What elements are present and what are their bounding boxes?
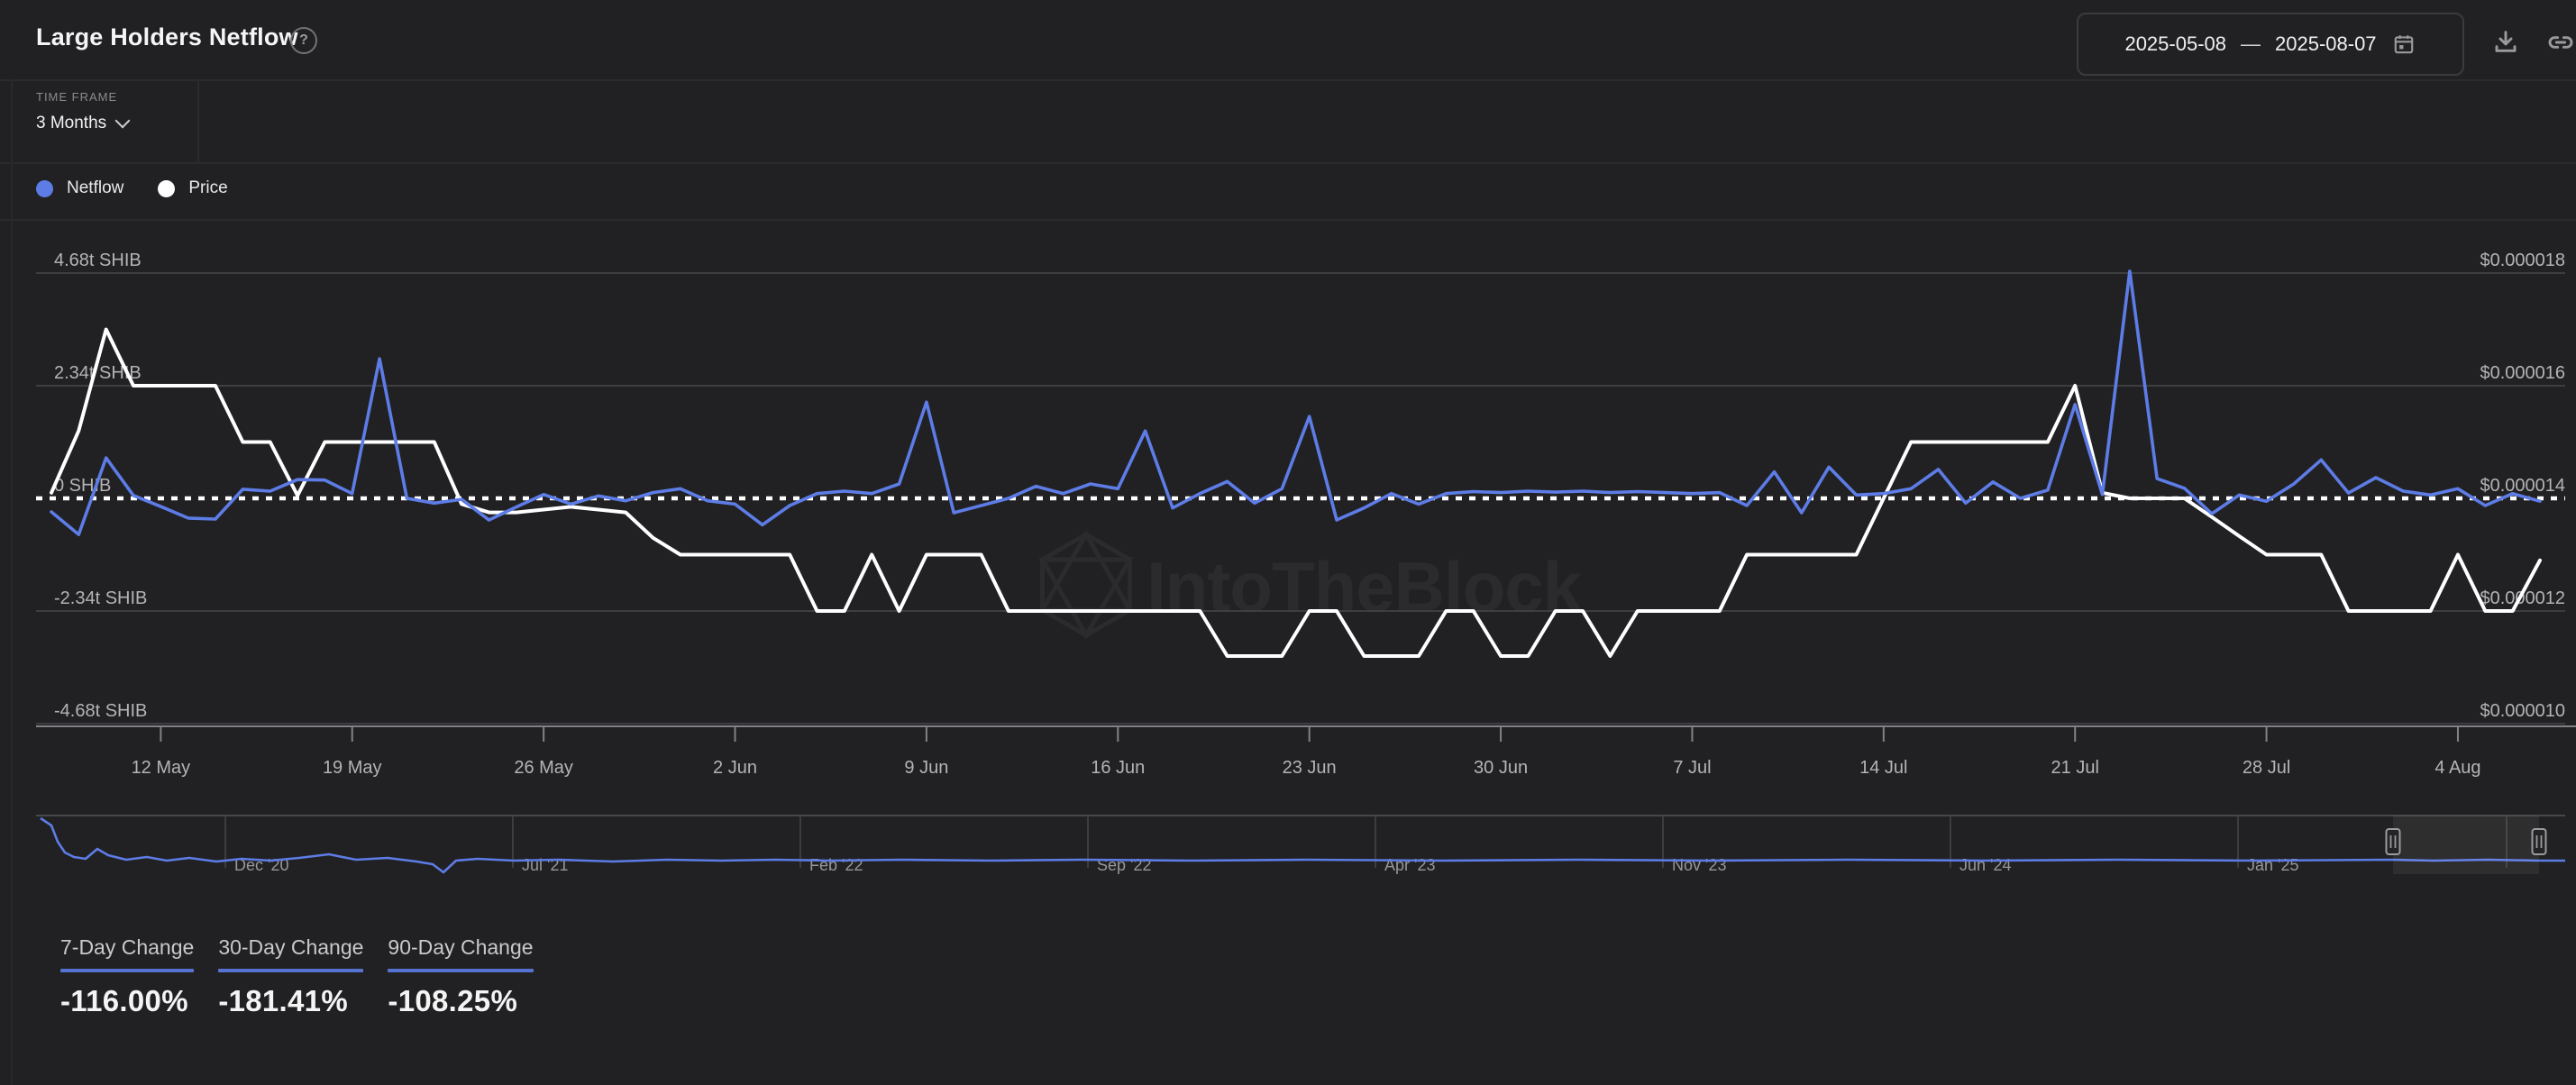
x-tick-label: 30 Jun [1474, 758, 1528, 778]
divider [197, 79, 199, 162]
navigator-label: Jun '24 [1959, 856, 2011, 874]
stat-underline [388, 969, 534, 972]
download-button[interactable] [2490, 27, 2521, 58]
chart-legend: Netflow Price [36, 178, 228, 198]
x-tick-label: 16 Jun [1091, 758, 1145, 778]
help-icon[interactable]: ? [290, 27, 317, 54]
x-tick-label: 14 Jul [1859, 758, 1907, 778]
price-dot-icon [158, 179, 176, 197]
navigator-handle-right[interactable] [2531, 828, 2547, 855]
netflow-line [50, 269, 2542, 536]
x-tick-label: 4 Aug [2434, 758, 2480, 778]
x-tick-label: 7 Jul [1673, 758, 1711, 778]
stat-30-day: 30-Day Change -181.41% [218, 935, 364, 1018]
y-left-label: -4.68t SHIB [54, 701, 147, 721]
stat-value: -116.00% [60, 984, 188, 1017]
timeframe-value: 3 Months [36, 114, 107, 132]
watermark-text: IntoTheBlock [1146, 547, 1583, 626]
change-stats: 7-Day Change -116.00% 30-Day Change -181… [60, 935, 534, 1018]
x-tick-label: 28 Jul [2243, 758, 2290, 778]
stat-value: -181.41% [218, 984, 348, 1017]
navigator-label: Nov '23 [1672, 856, 1726, 874]
y-left-label: 0 SHIB [54, 476, 111, 496]
x-tick-label: 12 May [132, 758, 191, 778]
y-right-label: $0.000016 [2480, 363, 2565, 383]
y-right-label: $0.000012 [2480, 588, 2565, 608]
navigator-label: Apr '23 [1384, 856, 1435, 874]
x-tick-label: 21 Jul [2051, 758, 2099, 778]
y-right-label: $0.000018 [2480, 251, 2565, 270]
stat-label: 7-Day Change [60, 935, 195, 959]
stat-label: 90-Day Change [388, 935, 534, 959]
timeframe-label: TIME FRAME [36, 90, 118, 104]
calendar-icon [2391, 32, 2416, 57]
legend-label: Netflow [67, 178, 124, 197]
help-glyph: ? [299, 32, 308, 48]
watermark [1038, 530, 1134, 640]
price-line [50, 327, 2542, 658]
date-range-separator: — [2241, 32, 2261, 55]
x-tick-label: 2 Jun [713, 758, 757, 778]
x-tick-label: 23 Jun [1283, 758, 1337, 778]
divider [0, 219, 2576, 221]
navigator-line [40, 816, 2565, 874]
date-range-end: 2025-08-07 [2275, 32, 2377, 55]
navigator-label: Jan '25 [2247, 856, 2298, 874]
y-right-label: $0.000014 [2480, 476, 2565, 496]
date-range-picker[interactable]: 2025-05-08 — 2025-08-07 [2077, 13, 2464, 76]
stat-7-day: 7-Day Change -116.00% [60, 935, 195, 1018]
link-icon [2548, 36, 2573, 49]
download-icon [2495, 31, 2517, 52]
timeframe-dropdown[interactable]: 3 Months [36, 113, 131, 133]
stat-label: 30-Day Change [218, 935, 364, 959]
y-left-label: 2.34t SHIB [54, 363, 142, 383]
x-tick-label: 19 May [323, 758, 382, 778]
navigator-handle-left[interactable] [2385, 828, 2401, 855]
navigator-label: Feb '22 [809, 856, 863, 874]
legend-label: Price [188, 178, 228, 197]
date-range-start: 2025-05-08 [2124, 32, 2226, 55]
legend-item-price[interactable]: Price [158, 178, 228, 198]
page-title: Large Holders Netflow [36, 23, 298, 50]
copy-link-button[interactable] [2545, 27, 2576, 58]
divider [0, 79, 2576, 81]
navigator-selection[interactable] [2393, 816, 2539, 874]
stat-underline [218, 969, 364, 972]
divider [11, 79, 13, 1085]
y-right-label: $0.000010 [2480, 701, 2565, 721]
netflow-dot-icon [36, 179, 53, 197]
x-tick-label: 26 May [514, 758, 573, 778]
stat-90-day: 90-Day Change -108.25% [388, 935, 534, 1018]
legend-item-netflow[interactable]: Netflow [36, 178, 123, 198]
divider [0, 162, 2576, 164]
x-tick-label: 9 Jun [904, 758, 948, 778]
stat-underline [60, 969, 195, 972]
stat-value: -108.25% [388, 984, 518, 1017]
y-left-label: -2.34t SHIB [54, 588, 147, 608]
y-left-label: 4.68t SHIB [54, 251, 142, 270]
